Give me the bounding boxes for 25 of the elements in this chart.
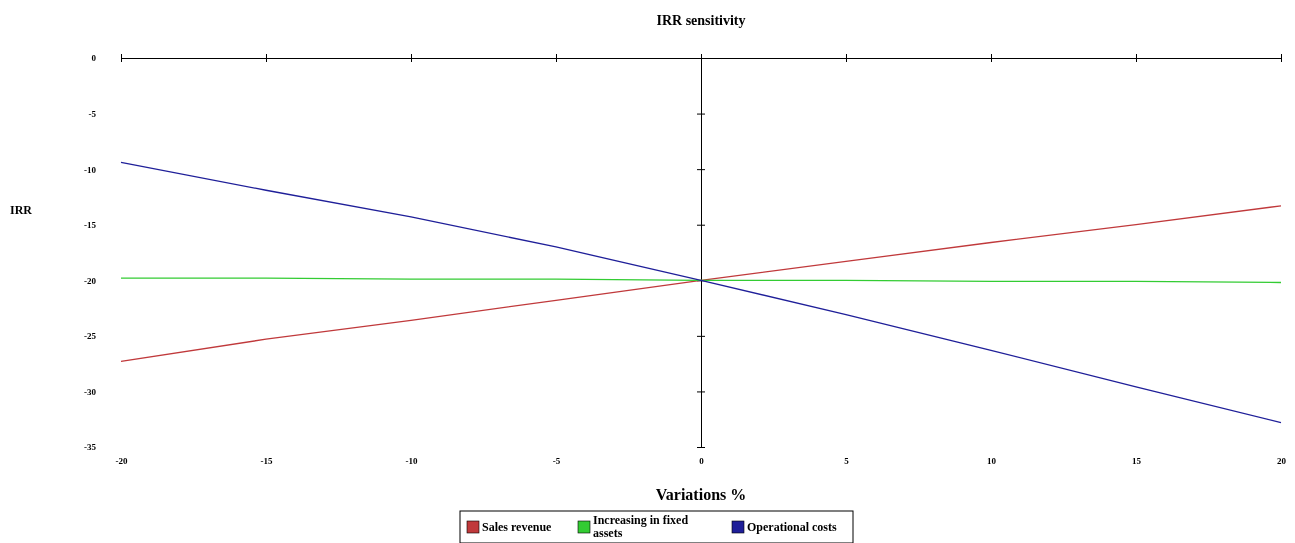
y-tick-label: -10 bbox=[84, 164, 97, 175]
y-tick-label: -5 bbox=[88, 108, 97, 119]
x-tick-label: -5 bbox=[552, 456, 561, 467]
y-tick-label: -15 bbox=[84, 220, 97, 231]
line-series bbox=[120, 205, 1282, 363]
x-tick-label: -10 bbox=[405, 456, 418, 467]
x-tick-label: 15 bbox=[1132, 456, 1142, 467]
x-tick-label: 5 bbox=[844, 456, 850, 467]
y-tick-label: -20 bbox=[84, 275, 97, 286]
y-axis-title: IRR bbox=[10, 203, 33, 217]
x-tick-label: -15 bbox=[260, 456, 273, 467]
legend-label: Operational costs bbox=[747, 520, 837, 534]
line-series bbox=[120, 161, 1282, 424]
legend-label: Sales revenue bbox=[482, 520, 553, 534]
x-tick-label: 0 bbox=[699, 456, 705, 467]
y-tick-label: -35 bbox=[84, 442, 97, 453]
legend-label: Increasing in fixed assets bbox=[593, 513, 689, 540]
y-tick-label: -30 bbox=[84, 386, 97, 397]
y-tick-label: 0 bbox=[91, 53, 97, 64]
y-tick-label: -25 bbox=[84, 331, 97, 342]
chart-title: IRR sensitivity bbox=[656, 13, 746, 28]
x-axis-title: Variations % bbox=[655, 486, 747, 503]
x-tick-label: 10 bbox=[987, 456, 997, 467]
x-tick-label: 20 bbox=[1277, 456, 1287, 467]
x-tick-label: -20 bbox=[115, 456, 128, 467]
